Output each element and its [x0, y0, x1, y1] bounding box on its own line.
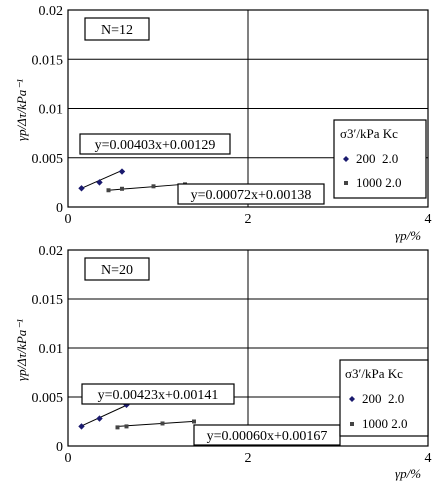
series-2	[106, 182, 187, 193]
data-point	[78, 185, 85, 192]
x-tick-label: 0	[65, 451, 72, 466]
panel-label: N=12	[101, 23, 133, 38]
legend-entry-series-2: 1000 2.0	[362, 416, 408, 431]
fit-equation-series-1: y=0.00403x+0.00129	[95, 138, 216, 153]
data-point	[96, 179, 103, 186]
x-tick-label: 4	[425, 212, 432, 227]
legend-marker-square	[344, 181, 348, 185]
series-1	[78, 401, 130, 430]
data-point	[78, 423, 85, 430]
panel-label-box	[84, 17, 150, 41]
y-tick-label: 0.02	[39, 244, 64, 259]
y-tick-label: 0.01	[39, 103, 64, 118]
x-axis-label: γp/%	[395, 228, 421, 243]
data-point	[106, 188, 111, 193]
y-tick-label: 0.005	[32, 152, 64, 167]
y-axis-label: γp/Δτ/kPa⁻¹	[14, 79, 29, 141]
data-point	[151, 184, 156, 189]
plot-frame	[67, 249, 429, 447]
series-2	[115, 419, 196, 430]
legend-entry-series-2: 1000 2.0	[356, 175, 402, 190]
y-tick-label: 0.02	[39, 4, 64, 19]
legend-entry-series-1: 200 2.0	[356, 151, 398, 166]
series-1	[78, 168, 126, 192]
x-tick-label: 0	[65, 212, 72, 227]
fit-line	[81, 404, 127, 427]
fit-box-series-1	[81, 383, 235, 405]
legend-box	[333, 119, 427, 199]
y-tick-label: 0.005	[32, 391, 64, 406]
plot-area: 0 0.005 0.01 0.015 0.02 0 2 4	[32, 244, 432, 466]
data-point	[118, 168, 126, 175]
fit-line	[117, 420, 195, 427]
data-point	[120, 186, 124, 191]
legend-box	[339, 359, 429, 437]
y-axis-label: γp/Δτ/kPa⁻¹	[14, 319, 29, 381]
y-tick-label: 0.01	[39, 342, 64, 357]
data-point	[124, 424, 129, 429]
y-tick-label: 0	[56, 440, 63, 455]
legend-title: σ3′/kPa Kc	[340, 126, 398, 141]
y-tick-label: 0.015	[32, 53, 64, 68]
x-tick-label: 4	[425, 451, 432, 466]
panel-label: N=20	[101, 263, 133, 278]
data-point	[160, 421, 165, 426]
fit-line	[108, 183, 186, 191]
legend-title: σ3′/kPa Kc	[345, 366, 403, 381]
y-tick-label: 0	[56, 201, 63, 216]
fit-line	[81, 170, 123, 189]
legend-marker-diamond	[349, 396, 355, 402]
x-tick-label: 2	[245, 212, 252, 227]
legend-marker-square	[350, 422, 354, 426]
fit-box-series-1	[79, 133, 231, 155]
plot-frame	[67, 9, 429, 208]
x-tick-label: 2	[245, 451, 252, 466]
fit-equation-series-1: y=0.00423x+0.00141	[98, 388, 219, 403]
data-point	[192, 419, 196, 424]
data-point	[96, 415, 103, 422]
legend-marker-diamond	[343, 156, 349, 162]
panel-label-box	[84, 257, 150, 281]
plot-area: 0 0.005 0.01 0.015 0.02 0 2 4	[32, 4, 432, 227]
y-tick-label: 0.015	[32, 293, 64, 308]
x-axis-label: γp/%	[395, 466, 421, 481]
fit-equation-series-2: y=0.00060x+0.00167	[207, 429, 328, 444]
data-point	[115, 425, 120, 430]
fit-box-series-2	[177, 183, 325, 205]
legend-entry-series-1: 200 2.0	[362, 391, 404, 406]
fit-equation-series-2: y=0.00072x+0.00138	[191, 188, 312, 203]
